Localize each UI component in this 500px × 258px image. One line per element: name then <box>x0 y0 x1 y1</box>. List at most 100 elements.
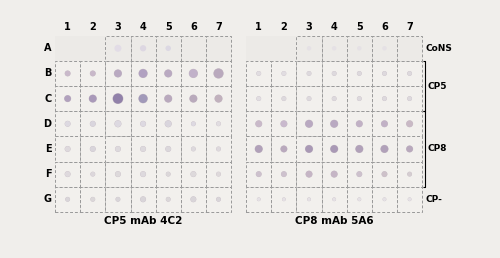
Ellipse shape <box>140 146 146 152</box>
Bar <box>206 86 231 111</box>
Ellipse shape <box>382 46 386 51</box>
Bar <box>106 136 130 162</box>
Ellipse shape <box>140 171 146 177</box>
Ellipse shape <box>214 95 222 102</box>
Text: F: F <box>44 169 52 179</box>
Ellipse shape <box>281 171 287 177</box>
Ellipse shape <box>357 46 362 51</box>
Ellipse shape <box>191 147 196 151</box>
Ellipse shape <box>90 197 95 202</box>
Ellipse shape <box>140 196 146 202</box>
Bar <box>397 61 422 86</box>
Ellipse shape <box>140 45 146 51</box>
Bar <box>80 86 106 111</box>
Ellipse shape <box>280 146 287 152</box>
Ellipse shape <box>64 171 70 177</box>
Ellipse shape <box>189 69 198 78</box>
Ellipse shape <box>90 197 95 201</box>
Bar <box>80 36 106 61</box>
Ellipse shape <box>164 120 172 127</box>
Bar <box>346 36 372 61</box>
Ellipse shape <box>114 45 121 52</box>
Ellipse shape <box>255 120 262 127</box>
Ellipse shape <box>306 145 313 153</box>
Ellipse shape <box>116 197 120 202</box>
Ellipse shape <box>330 145 338 153</box>
Ellipse shape <box>406 146 413 152</box>
Ellipse shape <box>256 120 262 127</box>
Ellipse shape <box>140 171 146 177</box>
Text: 1: 1 <box>256 22 262 32</box>
Text: CP8: CP8 <box>428 144 448 154</box>
Ellipse shape <box>306 171 312 178</box>
Text: CP5: CP5 <box>428 82 448 91</box>
Ellipse shape <box>65 146 70 152</box>
Ellipse shape <box>257 197 260 201</box>
Ellipse shape <box>330 120 338 128</box>
Ellipse shape <box>166 197 170 201</box>
Bar <box>55 136 80 162</box>
Ellipse shape <box>357 96 362 101</box>
Bar <box>130 36 156 61</box>
Ellipse shape <box>306 96 312 101</box>
Ellipse shape <box>115 171 121 177</box>
Ellipse shape <box>406 146 413 152</box>
Bar <box>80 61 106 86</box>
Ellipse shape <box>406 120 413 127</box>
Bar <box>372 162 397 187</box>
Ellipse shape <box>191 147 196 151</box>
Ellipse shape <box>139 69 147 78</box>
Bar <box>397 36 422 61</box>
Ellipse shape <box>65 121 70 126</box>
Bar <box>346 187 372 212</box>
Ellipse shape <box>307 46 312 51</box>
Ellipse shape <box>306 171 312 178</box>
Ellipse shape <box>191 122 196 126</box>
Ellipse shape <box>216 172 221 176</box>
Bar <box>296 36 322 61</box>
Text: 5: 5 <box>356 22 362 32</box>
Bar <box>272 36 296 61</box>
Bar <box>296 61 322 86</box>
Bar <box>372 111 397 136</box>
Ellipse shape <box>190 171 196 177</box>
Ellipse shape <box>280 120 287 127</box>
Ellipse shape <box>282 71 286 76</box>
Ellipse shape <box>256 171 262 177</box>
Ellipse shape <box>356 171 362 177</box>
Ellipse shape <box>115 146 121 152</box>
Ellipse shape <box>65 171 70 177</box>
Ellipse shape <box>282 96 286 101</box>
Bar <box>181 61 206 86</box>
Bar <box>272 111 296 136</box>
Ellipse shape <box>90 70 96 76</box>
Ellipse shape <box>64 121 70 127</box>
Ellipse shape <box>114 120 121 127</box>
Bar <box>55 61 80 86</box>
Ellipse shape <box>330 145 338 153</box>
Ellipse shape <box>382 197 386 201</box>
Ellipse shape <box>282 198 286 201</box>
Text: 3: 3 <box>306 22 312 32</box>
Ellipse shape <box>90 146 96 152</box>
Text: CP5 mAb 4C2: CP5 mAb 4C2 <box>104 216 182 226</box>
Ellipse shape <box>256 96 261 101</box>
Ellipse shape <box>191 121 196 126</box>
Bar <box>55 111 80 136</box>
Text: CoNS: CoNS <box>426 44 453 53</box>
Ellipse shape <box>216 147 221 151</box>
Bar <box>346 61 372 86</box>
Ellipse shape <box>216 121 221 126</box>
Bar <box>272 61 296 86</box>
Ellipse shape <box>138 69 147 78</box>
Bar <box>346 162 372 187</box>
Ellipse shape <box>255 145 262 153</box>
Ellipse shape <box>64 70 70 76</box>
Ellipse shape <box>166 146 171 152</box>
Bar <box>106 36 130 61</box>
Ellipse shape <box>189 69 198 78</box>
Ellipse shape <box>408 71 412 76</box>
Bar <box>372 187 397 212</box>
Text: CP8 mAb 5A6: CP8 mAb 5A6 <box>295 216 374 226</box>
Ellipse shape <box>115 171 120 177</box>
